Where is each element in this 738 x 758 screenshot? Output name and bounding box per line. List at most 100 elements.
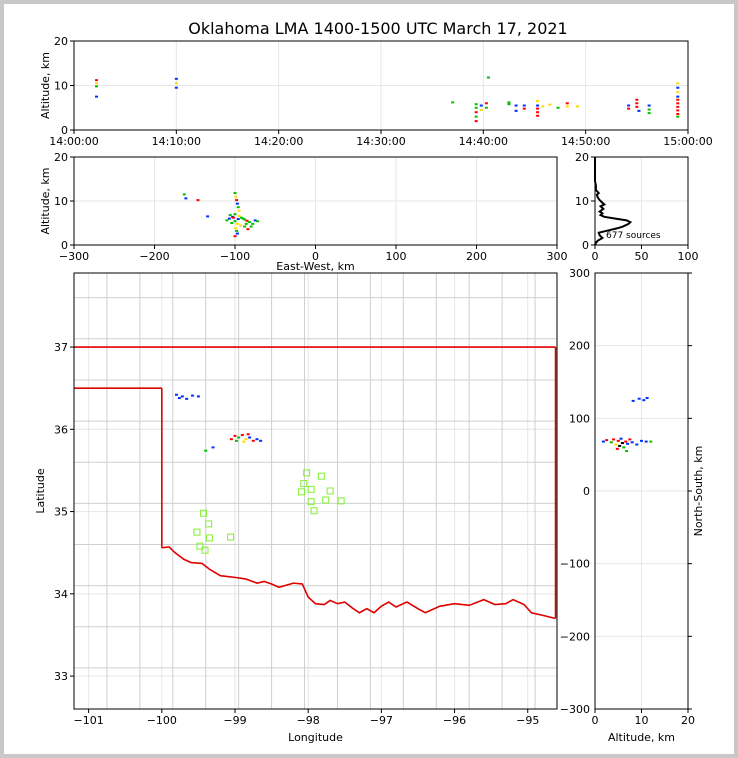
time-height-source [627, 107, 631, 110]
time-height-source [95, 79, 99, 82]
height-histogram-xtick-label: 100 [678, 250, 699, 263]
lma-station-marker [300, 480, 308, 488]
lma-station-marker [205, 520, 213, 528]
ns-altitude-source [625, 450, 629, 453]
time-height-ylabel: Altitude, km [39, 52, 52, 119]
ns-altitude-source [624, 440, 628, 443]
lma-station-marker [298, 488, 306, 496]
time-height-source [676, 91, 680, 94]
ew-height-source [244, 222, 248, 225]
plan-view-source [233, 434, 237, 437]
source-count-annotation: 677 sources [606, 231, 661, 241]
ew-height-source [256, 220, 260, 223]
ew-height-xtick-label: −100 [220, 250, 250, 263]
figure-frame: Oklahoma LMA 1400-1500 UTC March 17, 202… [4, 4, 734, 754]
ns-altitude-source [615, 447, 619, 450]
height-histogram-xtick-label: 0 [592, 250, 599, 263]
time-height-source [479, 104, 483, 107]
ns-altitude-source [626, 442, 630, 445]
ns-altitude-source [644, 440, 648, 443]
plan-view-source [191, 394, 195, 397]
time-height-source [676, 105, 680, 108]
ew-height-xtick-label: 100 [386, 250, 407, 263]
time-height-xtick-label: 14:10:00 [152, 135, 201, 148]
plan-view-source [237, 436, 241, 439]
time-height-frame [73, 40, 689, 131]
ew-height-frame [73, 156, 558, 246]
time-height-source [647, 104, 651, 107]
plan-view-ytick-label: 35 [54, 506, 68, 519]
ew-height-source [206, 215, 210, 218]
ew-height-source [243, 225, 247, 228]
ew-height-source [241, 217, 245, 220]
height-histogram-ytick-label: 10 [575, 195, 589, 208]
ew-height-source [228, 214, 232, 217]
figure-title: Oklahoma LMA 1400-1500 UTC March 17, 202… [188, 19, 567, 38]
plan-view-source [229, 438, 233, 441]
plan-view-ylabel: Latitude [34, 468, 47, 514]
ew-height-ytick-label: 0 [61, 239, 68, 252]
time-height-source [514, 109, 518, 112]
time-height-source [676, 82, 680, 85]
ew-height-source [234, 195, 238, 198]
ns-altitude-source [619, 437, 623, 440]
ew-height-xtick-label: 200 [466, 250, 487, 263]
time-height-ytick-label: 0 [61, 124, 68, 137]
plan-view-source [244, 438, 248, 441]
altitude-northsouth-ytick-label: 300 [569, 267, 590, 280]
lma-station-marker [193, 528, 201, 536]
ew-height-source [239, 224, 243, 227]
time-height-source [676, 102, 680, 105]
time-height-source [541, 105, 545, 108]
ew-height-source [253, 219, 257, 222]
ew-height-source [243, 218, 247, 221]
plan-view-source [211, 446, 215, 449]
altitude-northsouth-xtick-label: 20 [681, 714, 695, 727]
data-layer [95, 76, 680, 554]
ns-altitude-source [637, 397, 641, 400]
plan-view-xtick-label: −96 [443, 714, 466, 727]
plan-view-source [242, 440, 246, 443]
altitude-northsouth-ytick-label: −100 [560, 558, 590, 571]
ns-altitude-source [609, 441, 613, 444]
plan-view-source [234, 439, 238, 442]
time-height-source [451, 101, 455, 104]
time-height-source [536, 107, 540, 110]
time-height-source [95, 85, 99, 88]
ns-altitude-source [620, 442, 624, 445]
plan-view-xtick-label: −99 [223, 714, 246, 727]
ew-height-source [246, 228, 250, 231]
ns-altitude-source [649, 440, 653, 443]
time-height-source [507, 103, 511, 106]
ew-height-source [236, 206, 240, 209]
time-height-source [635, 102, 639, 105]
plan-view-ytick-label: 37 [54, 341, 68, 354]
plan-view-source [240, 434, 244, 437]
plan-view-xtick-label: −101 [74, 714, 104, 727]
ew-height-source [251, 222, 255, 225]
ns-altitude-source [601, 440, 605, 443]
altitude-northsouth-ytick-label: −300 [560, 703, 590, 716]
time-height-source [676, 115, 680, 118]
ew-height-source [227, 217, 231, 220]
time-height-xtick-label: 14:50:00 [561, 135, 610, 148]
time-height-source [627, 104, 631, 107]
time-height-source [474, 106, 478, 109]
ew-height-source [233, 213, 237, 216]
ew-height-source [237, 214, 241, 217]
time-height-ytick-label: 20 [54, 35, 68, 48]
ns-altitude-source [640, 439, 643, 442]
lma-station-marker [196, 542, 204, 550]
plan-view-source [204, 449, 208, 452]
lma-station-marker [337, 497, 345, 505]
lma-station-marker [326, 487, 334, 495]
lma-station-marker [205, 534, 213, 542]
ns-altitude-source [622, 446, 626, 449]
time-height-ytick-label: 10 [54, 80, 68, 93]
time-height-source [484, 106, 488, 109]
time-height-source [548, 103, 552, 106]
ew-height-source [196, 199, 200, 202]
height-histogram-ytick-label: 20 [575, 151, 589, 164]
ew-height-source [237, 209, 241, 212]
ew-height-source [234, 227, 238, 230]
